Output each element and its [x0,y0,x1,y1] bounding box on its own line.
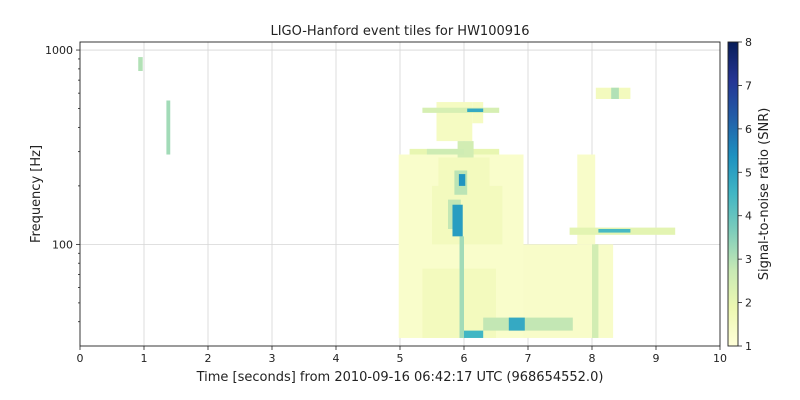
y-axis-label: Frequency [Hz] [29,145,44,243]
y-tick-label: 1000 [45,44,73,57]
x-tick-label: 3 [269,352,276,365]
x-tick-label: 8 [589,352,596,365]
event-tile [577,154,596,245]
colorbar-tick-label: 2 [745,297,752,310]
event-tile [467,108,484,112]
y-tick-label: 100 [52,238,73,251]
x-tick-label: 1 [141,352,148,365]
x-tick-label: 6 [461,352,468,365]
event-tile [611,87,619,99]
event-tile [483,317,573,331]
colorbar-tick-label: 4 [745,210,752,223]
x-tick-label: 5 [397,352,404,365]
colorbar-frame [727,41,739,347]
event-tile [464,330,484,338]
event-tile [458,174,466,186]
x-tick-label: 0 [77,352,84,365]
x-tick-label: 7 [525,352,532,365]
event-tile [592,244,599,338]
colorbar-tick-label: 5 [745,166,752,179]
colorbar-ticks: 1 2 3 4 5 6 7 8 [738,36,752,353]
event-tile [422,107,500,113]
event-tile [138,57,143,72]
event-tile [452,204,463,237]
tiles-layer [138,57,676,338]
colorbar [728,42,738,346]
x-tick-label: 2 [205,352,212,365]
event-tile [426,148,464,155]
colorbar-tick-label: 8 [745,36,752,49]
x-axis-label: Time [seconds] from 2010-09-16 06:42:17 … [196,370,604,385]
chart-title: LIGO-Hanford event tiles for HW100916 [270,24,529,39]
x-tick-label: 10 [713,352,727,365]
colorbar-tick-label: 7 [745,79,752,92]
axes-layer: 0 1 2 3 4 5 6 7 8 9 10 100 1000 [45,44,727,365]
x-tick-label: 4 [333,352,340,365]
colorbar-tick-label: 6 [745,123,752,136]
x-tick-label: 9 [653,352,660,365]
event-tile [166,100,171,155]
colorbar-tick-label: 3 [745,253,752,266]
colorbar-tick-label: 1 [745,340,752,353]
colorbar-label: Signal-to-noise ratio (SNR) [757,108,772,281]
event-tile [598,228,631,233]
event-tile [508,317,525,331]
event-tile [459,236,464,338]
